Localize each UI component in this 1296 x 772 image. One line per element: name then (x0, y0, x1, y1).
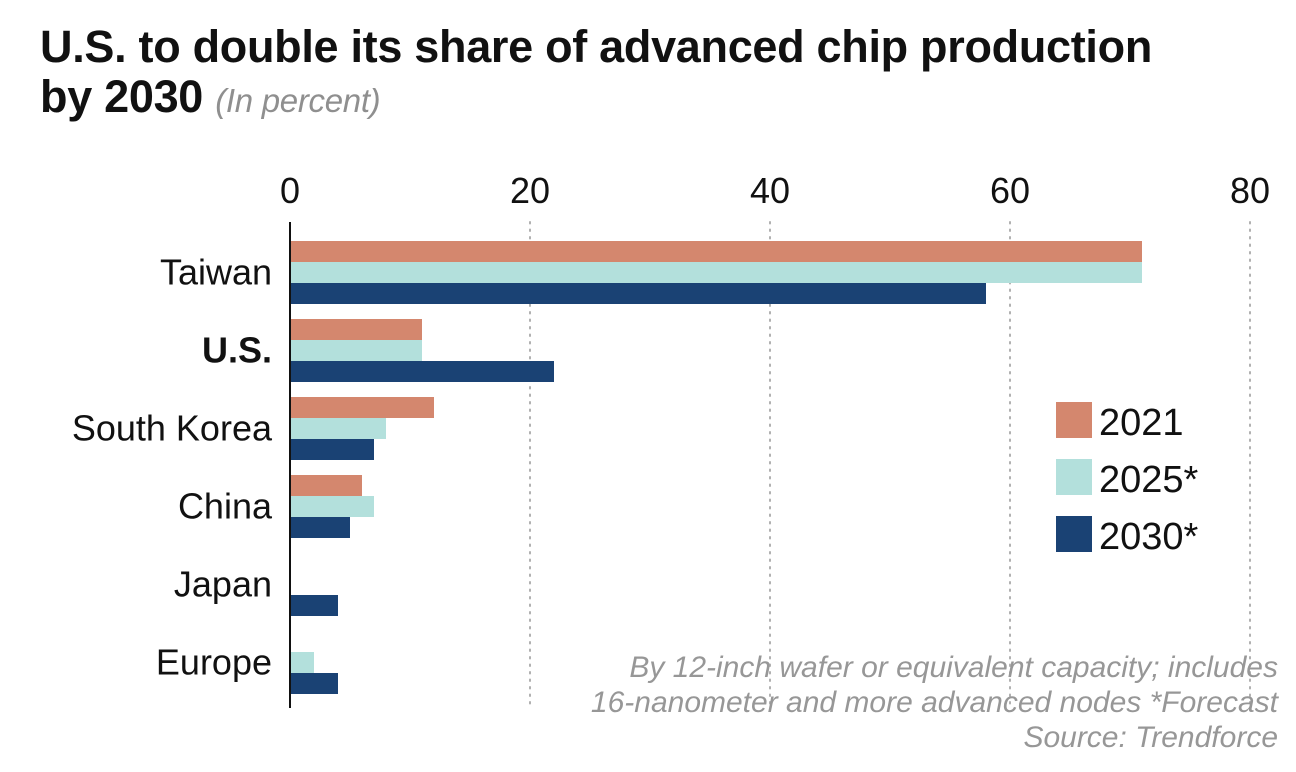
bar (290, 283, 986, 304)
chart-unit-label: (In percent) (215, 82, 381, 119)
y-category-label: U.S. (202, 330, 272, 371)
bar (290, 340, 422, 361)
footnote-block: By 12-inch wafer or equivalent capacity;… (591, 650, 1278, 755)
bar (290, 496, 374, 517)
y-category-label: Japan (174, 564, 272, 605)
bar (290, 595, 338, 616)
y-category-label: South Korea (72, 408, 273, 449)
legend-label: 2025* (1099, 459, 1199, 501)
chart-title-line-1: U.S. to double its share of advanced chi… (40, 21, 1153, 72)
footnote-line-2: 16-nanometer and more advanced nodes *Fo… (590, 686, 1278, 719)
source-note: Source: Trendforce (1023, 721, 1278, 754)
bar (290, 319, 422, 340)
legend-swatch (1056, 459, 1092, 495)
legend-label: 2030* (1099, 516, 1199, 558)
x-tick-label: 20 (510, 170, 550, 211)
legend-swatch (1056, 402, 1092, 438)
legend-swatch (1056, 516, 1092, 552)
x-tick-label: 40 (750, 170, 790, 211)
y-category-label: Europe (156, 642, 272, 683)
footnote-line-1: By 12-inch wafer or equivalent capacity;… (629, 651, 1278, 684)
title-block: U.S. to double its share of advanced chi… (40, 22, 1280, 126)
chart-title-line-2: by 2030 (In percent) (40, 72, 1280, 126)
bar (290, 361, 554, 382)
x-tick-label: 60 (990, 170, 1030, 211)
bar (290, 517, 350, 538)
bar (290, 397, 434, 418)
chart-title-year: by 2030 (40, 71, 204, 122)
x-tick-label: 80 (1230, 170, 1270, 211)
bar (290, 241, 1142, 262)
bar (290, 418, 386, 439)
bar (290, 652, 314, 673)
legend-label: 2021 (1099, 402, 1184, 444)
bar (290, 439, 374, 460)
bar (290, 262, 1142, 283)
bar (290, 475, 362, 496)
bar (290, 673, 338, 694)
y-category-label: Taiwan (160, 252, 272, 293)
x-tick-label: 0 (280, 170, 300, 211)
y-category-label: China (178, 486, 273, 527)
